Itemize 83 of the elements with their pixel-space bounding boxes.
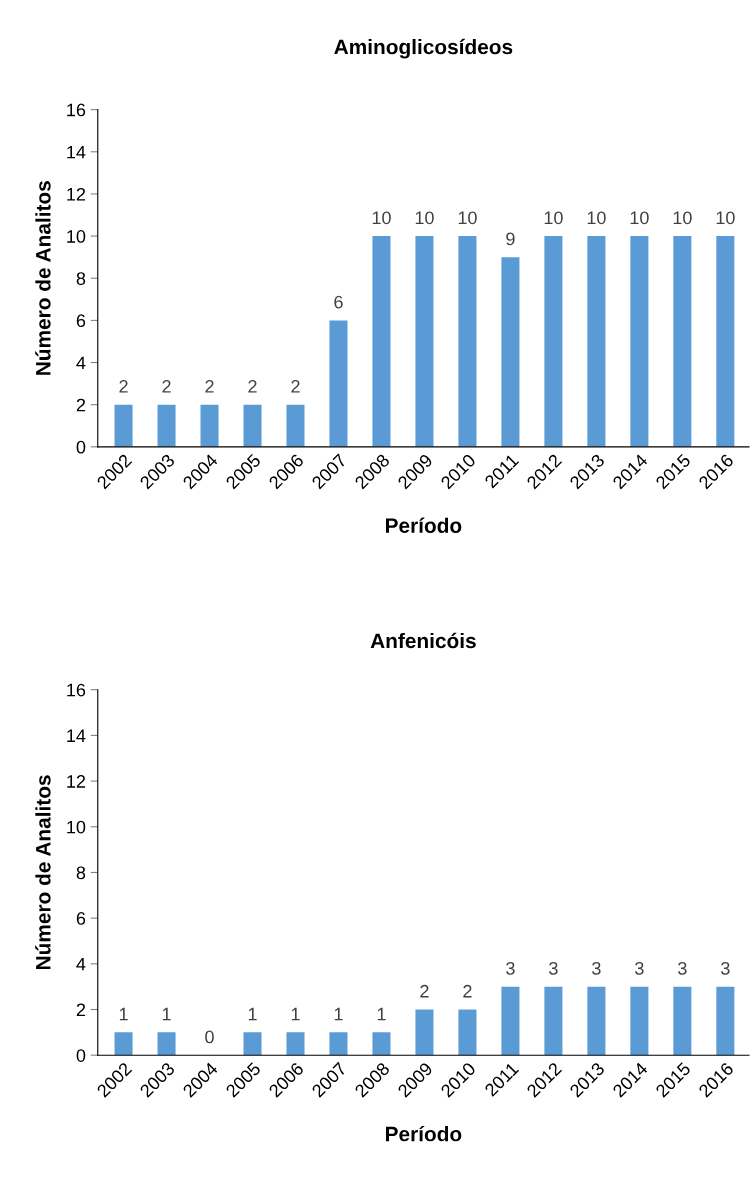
data-label: 2 <box>248 380 257 393</box>
bar <box>673 986 692 1056</box>
data-label: 2 <box>463 984 472 998</box>
x-axis-title: Período <box>385 517 462 533</box>
data-label: 10 <box>458 211 477 225</box>
y-tick-label: 4 <box>76 356 86 370</box>
chart-title: Anfenicóis <box>370 632 476 649</box>
bar <box>501 986 520 1056</box>
y-tick-label: 12 <box>67 775 86 788</box>
bar <box>415 236 434 447</box>
data-label: 10 <box>415 211 434 225</box>
data-label: 2 <box>205 380 214 393</box>
data-label: 0 <box>205 1030 214 1044</box>
bar <box>243 404 262 447</box>
y-tick-label: 6 <box>76 314 86 328</box>
bar <box>329 320 348 447</box>
y-tick-label: 6 <box>76 912 86 925</box>
data-label: 2 <box>162 380 171 393</box>
bar <box>458 236 477 447</box>
y-tick-label: 4 <box>76 957 86 971</box>
y-tick-label: 0 <box>76 440 86 454</box>
bar <box>673 236 692 447</box>
y-axis-title: Número de Analitos <box>35 181 51 375</box>
bar <box>114 404 133 447</box>
bar <box>286 1032 305 1056</box>
bar <box>114 1032 133 1056</box>
bar <box>157 404 176 447</box>
y-tick-label: 0 <box>76 1049 86 1062</box>
data-label: 3 <box>678 961 687 975</box>
bar <box>716 236 735 447</box>
data-label: 10 <box>587 211 606 225</box>
y-tick-label: 14 <box>67 729 86 742</box>
data-label: 3 <box>721 961 730 975</box>
bar <box>544 236 563 447</box>
bar <box>630 986 649 1056</box>
bar <box>372 1032 391 1056</box>
data-label: 1 <box>119 1007 128 1021</box>
data-label: 1 <box>162 1007 171 1021</box>
bar <box>200 404 219 447</box>
data-label: 3 <box>549 961 558 975</box>
x-axis-title: Período <box>385 1125 462 1142</box>
y-tick-label: 16 <box>67 103 86 117</box>
y-tick-label: 12 <box>67 187 86 201</box>
data-label: 10 <box>630 211 649 225</box>
bar <box>372 236 391 447</box>
y-tick-label: 8 <box>76 272 86 285</box>
bar <box>587 986 606 1056</box>
data-label: 2 <box>291 380 300 393</box>
y-tick-label: 8 <box>76 866 86 880</box>
data-label: 10 <box>544 211 563 225</box>
bar <box>501 257 520 447</box>
y-tick-label: 2 <box>76 1003 86 1017</box>
bar <box>587 236 606 447</box>
bar <box>157 1032 176 1056</box>
y-tick-label: 10 <box>67 820 86 834</box>
data-label: 10 <box>716 211 735 225</box>
data-label: 3 <box>506 961 515 975</box>
bar <box>286 404 305 447</box>
bar <box>243 1032 262 1056</box>
data-label: 3 <box>592 961 601 975</box>
y-tick-label: 10 <box>67 230 86 243</box>
bar <box>544 986 563 1056</box>
bar <box>415 1009 434 1056</box>
data-label: 9 <box>506 232 515 246</box>
data-label: 3 <box>635 961 644 975</box>
data-label: 10 <box>372 211 391 225</box>
data-label: 1 <box>377 1007 386 1021</box>
bar <box>630 236 649 447</box>
y-tick-label: 16 <box>67 683 86 697</box>
data-label: 2 <box>420 984 429 998</box>
data-label: 6 <box>334 295 343 309</box>
y-tick-label: 2 <box>76 398 86 412</box>
data-label: 1 <box>248 1007 257 1021</box>
bar <box>458 1009 477 1056</box>
data-label: 2 <box>119 380 128 393</box>
data-label: 1 <box>334 1007 343 1021</box>
bar <box>329 1032 348 1056</box>
y-tick-label: 14 <box>67 145 86 159</box>
data-label: 10 <box>673 211 692 225</box>
y-axis-title: Número de Analitos <box>35 775 51 970</box>
bar <box>716 986 735 1056</box>
data-label: 1 <box>291 1007 300 1021</box>
chart-title: Aminoglicosídeos <box>334 38 513 59</box>
